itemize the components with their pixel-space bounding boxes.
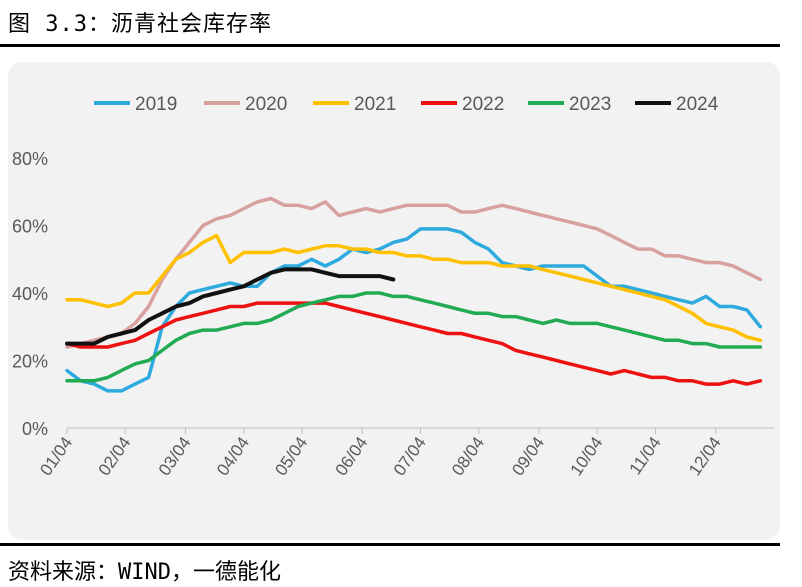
title-rule — [0, 44, 780, 47]
series-line-2020 — [65, 196, 763, 349]
y-tick-label: 80% — [12, 149, 48, 169]
y-axis: 0% 20% 40% 60% 80% — [12, 149, 48, 439]
source-rule — [0, 543, 780, 546]
series-line-2024 — [65, 267, 396, 346]
legend-label: 2019 — [135, 94, 177, 115]
series-line-2019 — [65, 227, 763, 393]
legend-label: 2022 — [462, 94, 504, 115]
x-tick-label: 07/04 — [390, 433, 430, 479]
chart-legend: 2019 2020 2021 2022 2023 2024 — [94, 94, 719, 115]
x-tick-label: 06/04 — [332, 433, 372, 479]
chart-panel: 2019 2020 2021 2022 2023 2024 0% 20% 40% 60% 80% … — [8, 62, 780, 540]
x-tick-label: 12/04 — [685, 433, 725, 479]
y-tick-label: 40% — [12, 284, 48, 304]
y-tick-label: 20% — [12, 352, 48, 372]
x-axis: 01/04 02/04 03/04 04/04 05/04 06/04 07/04 08/04… — [36, 427, 774, 479]
x-tick-label: 09/04 — [508, 433, 548, 479]
x-tick-label: 11/04 — [626, 433, 665, 478]
source-note: 资料来源：WIND，一德能化 — [8, 560, 281, 585]
plot-lines — [65, 196, 763, 393]
x-tick-label: 03/04 — [155, 433, 195, 479]
x-tick-label: 10/04 — [567, 433, 607, 479]
x-tick-label: 04/04 — [213, 433, 253, 479]
line-chart: 2019 2020 2021 2022 2023 2024 0%20%40%60%80% … — [12, 94, 774, 479]
figure-title: 图 3.3：沥青社会库存率 — [8, 12, 272, 37]
x-tick-label: 01/04 — [36, 433, 76, 479]
legend-label: 2023 — [569, 94, 611, 115]
y-tick-label: 60% — [12, 217, 48, 237]
legend-label: 2020 — [245, 94, 287, 115]
legend-label: 2024 — [676, 94, 719, 115]
y-tick-label: 0% — [22, 419, 48, 439]
series-line-2021 — [65, 233, 763, 343]
x-tick-label: 02/04 — [95, 433, 135, 479]
series-line-2023 — [65, 291, 763, 383]
legend-label: 2021 — [354, 94, 396, 115]
x-tick-label: 05/04 — [271, 433, 311, 479]
x-tick-label: 08/04 — [448, 433, 488, 479]
series-line-2022 — [65, 301, 763, 386]
